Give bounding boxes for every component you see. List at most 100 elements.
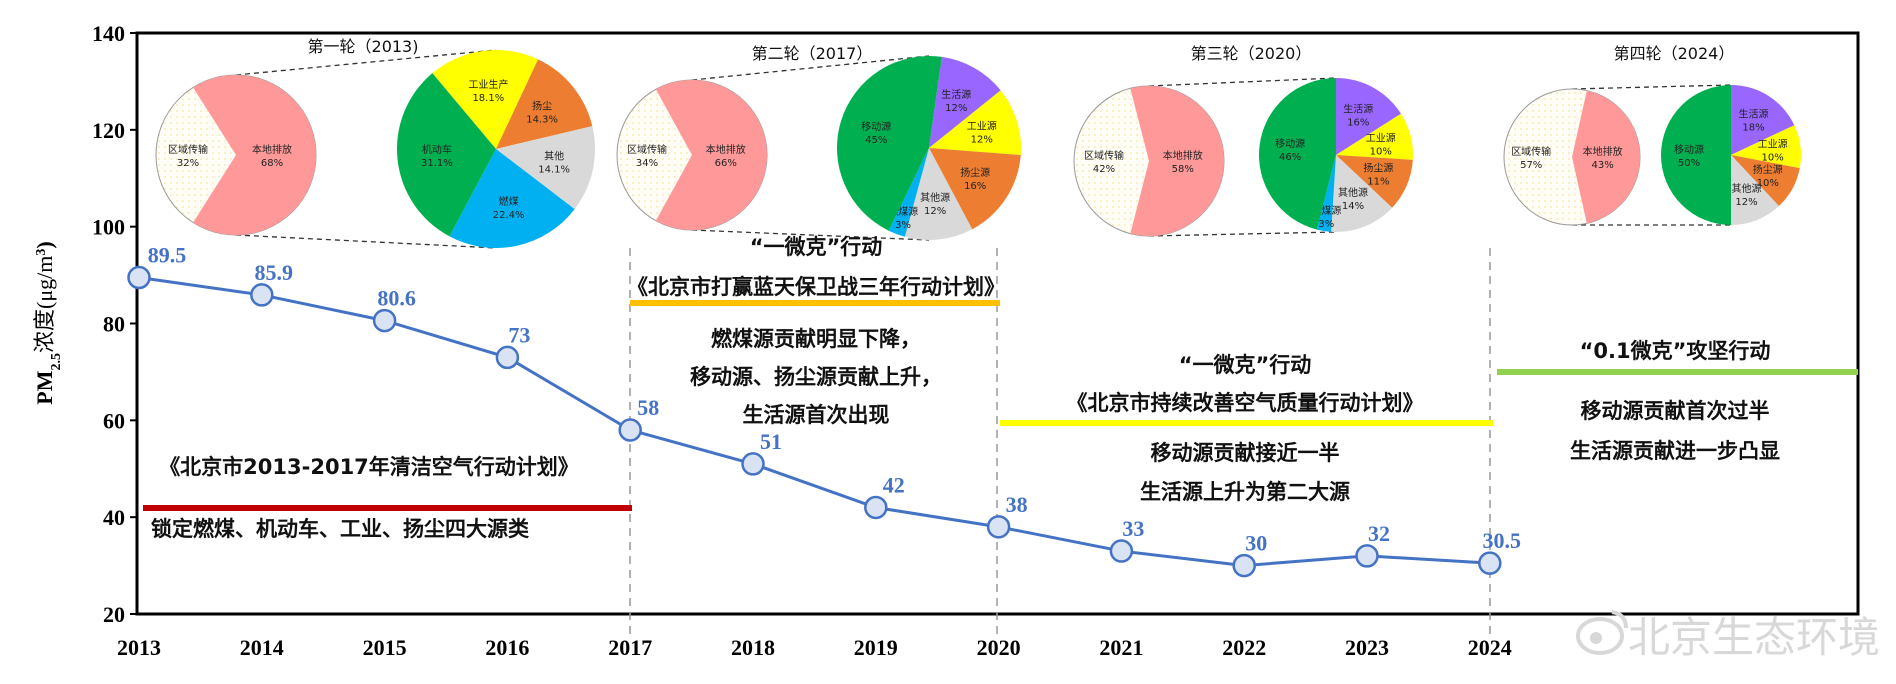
pie-slice-local <box>655 80 767 230</box>
pie-slice-source <box>449 149 575 248</box>
annotation-period-2: “一微克”行动《北京市打赢蓝天保卫战三年行动计划》燃煤源贡献明显下降， 移动源、扬… <box>627 235 1005 427</box>
data-label: 51 <box>760 429 782 454</box>
data-point <box>1478 551 1502 575</box>
data-label: 73 <box>508 322 530 347</box>
pie-source-label-value: 10% <box>1370 147 1392 158</box>
pie-slice-source <box>929 90 1021 156</box>
pie-connector-line <box>1148 77 1337 87</box>
pie-slice-source <box>432 50 539 150</box>
period-note: 锁定燃煤、机动车、工业、扬尘四大源类 <box>151 517 530 541</box>
x-tick-label: 2020 <box>977 635 1021 660</box>
pie-source-label-name: 生活源 <box>1739 108 1769 121</box>
pie-source-label-value: 11% <box>1367 176 1389 187</box>
weibo-logo-icon <box>1576 617 1624 655</box>
pie-connector-line <box>1148 231 1337 237</box>
pie-connector-line <box>235 49 497 76</box>
pie-slice-source <box>496 59 593 149</box>
pie-regional-label-value: 42% <box>1093 164 1115 175</box>
pie-source-label-value: 12% <box>945 103 967 114</box>
policy-title: 《北京市持续改善空气质量行动计划》 <box>1067 391 1424 415</box>
y-axis-label-part: 2.5 <box>49 353 64 371</box>
period-note: 移动源贡献首次过半 <box>1581 399 1770 423</box>
pie-regional-label-name: 区域传输 <box>168 143 208 156</box>
data-label: 30.5 <box>1483 528 1522 553</box>
pie-slice-source <box>1661 85 1731 225</box>
pie-connector-line <box>235 234 497 249</box>
pie-slice-source <box>396 73 496 237</box>
data-label: 30 <box>1245 531 1267 556</box>
y-axis-label-part: PM <box>32 370 57 404</box>
pie-slice-source <box>837 55 942 231</box>
pie-source-label-value: 14% <box>1342 201 1364 212</box>
pie-round-title: 第四轮（2024） <box>1614 44 1735 63</box>
pie-source-label-name: 燃煤 <box>499 195 519 208</box>
pie-slice-source <box>904 148 973 240</box>
pie-source-label-name: 工业生产 <box>468 78 508 91</box>
x-tick-label: 2013 <box>117 635 161 660</box>
y-axis-label-part: ) <box>32 241 57 248</box>
pie-source-label-name: 工业源 <box>1758 138 1788 151</box>
watermark-text: 北京生态环境 <box>1628 613 1880 662</box>
pie-local-label-name: 本地排放 <box>252 143 292 156</box>
pie-regional-label-name: 区域传输 <box>627 143 667 156</box>
pie-source-label-value: 10% <box>1757 178 1779 189</box>
annotations: 《北京市2013-2017年清洁空气行动计划》锁定燃煤、机动车、工业、扬尘四大源… <box>143 235 1858 640</box>
pie-round-title: 第一轮（2013) <box>308 37 419 56</box>
weibo-logo-eye-icon <box>1590 632 1602 644</box>
x-tick-label: 2023 <box>1345 635 1389 660</box>
pie-round-title: 第二轮（2017） <box>752 44 873 63</box>
pie-slice-source <box>1316 155 1336 232</box>
pie-source-label-value: 45% <box>865 135 887 146</box>
pie-local-label-name: 本地排放 <box>706 143 746 156</box>
data-label: 80.6 <box>377 286 416 311</box>
pie-source-label-name: 工业源 <box>1366 132 1396 145</box>
pie-slice-source <box>1336 113 1413 160</box>
pie-slice-source <box>929 148 1021 230</box>
policy-title: “0.1微克”攻坚行动 <box>1580 339 1771 363</box>
pie-source-label-value: 18.1% <box>472 93 504 104</box>
data-point <box>250 283 274 307</box>
data-point <box>127 265 151 290</box>
pie-source-label-name: 工业源 <box>967 120 997 133</box>
period-bar <box>630 300 1000 306</box>
data-point <box>986 515 1011 539</box>
pie-slice-source <box>1731 155 1800 207</box>
data-label: 33 <box>1122 516 1144 541</box>
data-label: 38 <box>1006 492 1028 517</box>
period-note: 移动源、扬尘源贡献上升， <box>690 365 942 389</box>
pie-slice-local <box>1572 90 1640 224</box>
data-label: 58 <box>637 395 659 420</box>
pie-source-label-value: 3% <box>895 220 911 231</box>
pie-source-label-value: 22.4% <box>493 210 525 221</box>
pie-source-label-value: 14.1% <box>538 164 570 175</box>
pie-source-label-value: 31.1% <box>421 158 453 169</box>
pie-source-label-value: 50% <box>1678 158 1700 169</box>
x-tick-label: 2019 <box>854 635 898 660</box>
y-tick-label: 40 <box>103 505 125 530</box>
pie-source-label-value: 16% <box>964 181 986 192</box>
pie-source-label-value: 18% <box>1742 123 1764 134</box>
pie-round-1: 第一轮（2013) 本地排放 68% 区域传输 32% 工业生产 18.1% 扬尘 14.3% 其… <box>155 37 595 249</box>
pie-source-label-name: 生活源 <box>941 88 971 101</box>
period-note: 燃煤源贡献明显下降， <box>711 327 921 351</box>
line-series: 89.5 85.9 80.6 73 58 51 42 38 33 30 32 30.5 <box>127 243 1522 578</box>
pie-source-label-name: 移动源 <box>861 120 891 133</box>
period-note: 生活源首次出现 <box>743 403 890 427</box>
pie-source-label-name: 扬尘源 <box>1753 163 1783 176</box>
policy-title: “一微克”行动 <box>750 235 883 259</box>
pie-source-label-value: 16% <box>1347 118 1369 129</box>
data-point <box>495 345 520 370</box>
y-axis-label-part: 浓度(μg/m <box>32 256 57 353</box>
data-point <box>618 418 642 442</box>
data-point <box>1355 544 1379 568</box>
x-tick-label: 2018 <box>731 635 775 660</box>
period-bar <box>1000 420 1493 426</box>
period-note: 生活源上升为第二大源 <box>1140 480 1350 504</box>
pie-source-label-name: 扬尘源 <box>960 166 990 179</box>
series-line <box>138 276 1490 568</box>
pie-source-label-value: 12% <box>1735 197 1757 208</box>
pie-source-label-value: 14.3% <box>526 115 558 126</box>
policy-title: 《北京市打赢蓝天保卫战三年行动计划》 <box>627 275 1005 299</box>
pie-source-label-value: 10% <box>1762 153 1784 164</box>
